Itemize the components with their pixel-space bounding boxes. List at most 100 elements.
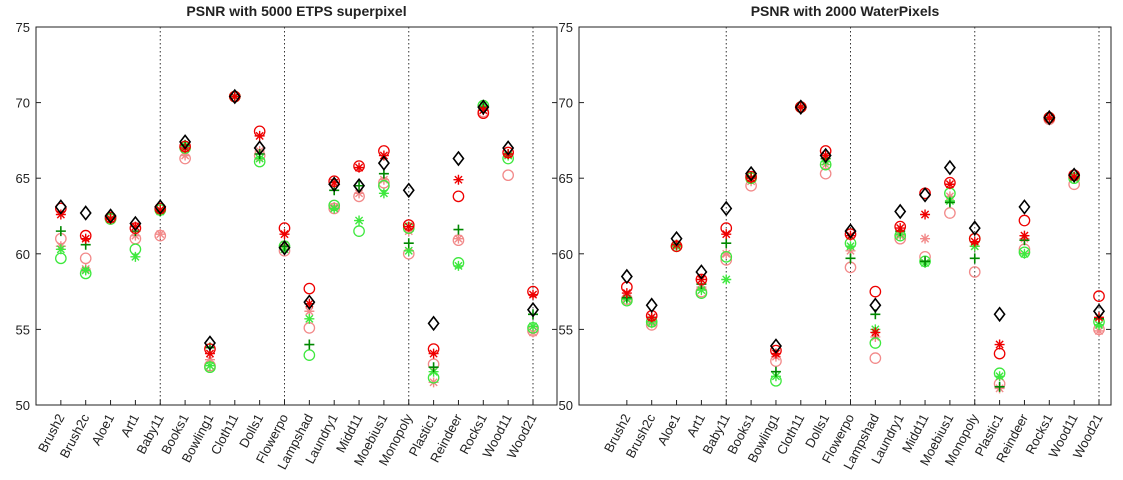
marker-star xyxy=(453,174,464,185)
marker-star xyxy=(994,339,1005,350)
marker-star xyxy=(254,130,265,141)
marker-diamond xyxy=(278,239,291,256)
marker-circle xyxy=(54,252,67,265)
y-tick-label: 75 xyxy=(16,20,30,35)
marker-star xyxy=(304,306,315,317)
marker-star xyxy=(354,215,365,226)
marker-circle xyxy=(869,337,882,349)
marker-star xyxy=(155,229,166,240)
marker-star xyxy=(453,260,464,271)
marker-diamond xyxy=(452,150,465,167)
marker-diamond xyxy=(894,203,907,220)
marker-plus xyxy=(428,362,439,373)
marker-star xyxy=(428,348,439,359)
y-tick-label: 70 xyxy=(559,96,573,111)
marker-star xyxy=(130,251,141,262)
marker-circle xyxy=(968,266,981,278)
marker-circle xyxy=(502,169,514,182)
marker-circle xyxy=(944,207,956,219)
plot-frame xyxy=(35,26,558,406)
plot-frame xyxy=(578,26,1112,406)
marker-star xyxy=(155,204,166,215)
marker-plus xyxy=(969,253,980,264)
marker-circle xyxy=(720,250,733,263)
y-tick-label: 65 xyxy=(16,171,30,186)
marker-star xyxy=(1019,230,1030,241)
marker-diamond xyxy=(328,176,341,193)
y-tick-label: 60 xyxy=(16,247,30,262)
marker-circle xyxy=(353,225,365,237)
marker-diamond xyxy=(104,208,117,224)
marker-plus xyxy=(994,381,1005,392)
marker-star xyxy=(130,221,141,232)
marker-star xyxy=(1044,112,1055,123)
y-tick-label: 75 xyxy=(559,20,573,35)
marker-star xyxy=(870,327,881,338)
marker-star xyxy=(528,289,538,300)
marker-circle xyxy=(1018,214,1031,227)
marker-star xyxy=(80,265,91,276)
marker-diamond xyxy=(228,88,241,105)
marker-star xyxy=(378,188,389,199)
marker-star xyxy=(820,150,831,161)
marker-star xyxy=(969,236,980,247)
marker-star xyxy=(1094,325,1104,336)
marker-diamond xyxy=(502,140,515,156)
marker-diamond xyxy=(1043,109,1056,126)
marker-star xyxy=(329,203,340,214)
marker-star xyxy=(204,354,215,365)
marker-star xyxy=(621,288,632,299)
y-tick-label: 70 xyxy=(16,96,30,111)
marker-diamond xyxy=(79,205,92,221)
marker-star xyxy=(696,285,707,296)
marker-star xyxy=(795,102,806,113)
marker-diamond xyxy=(54,199,67,215)
marker-star xyxy=(994,371,1005,382)
marker-star xyxy=(721,229,732,240)
marker-star xyxy=(528,321,538,332)
marker-diamond xyxy=(477,99,490,115)
marker-star xyxy=(378,174,389,185)
marker-plus xyxy=(528,309,538,320)
marker-circle xyxy=(303,322,316,334)
marker-circle xyxy=(452,190,465,203)
marker-diamond xyxy=(303,294,316,310)
marker-circle xyxy=(303,349,316,361)
marker-circle xyxy=(79,252,92,265)
marker-star xyxy=(229,91,240,102)
marker-diamond xyxy=(968,220,981,236)
marker-circle xyxy=(1093,290,1105,302)
marker-plus xyxy=(770,366,781,377)
marker-diamond xyxy=(620,268,633,285)
marker-circle xyxy=(869,285,882,298)
marker-diamond xyxy=(844,223,857,239)
marker-diamond xyxy=(670,230,683,247)
marker-star xyxy=(646,312,657,323)
marker-diamond xyxy=(1018,199,1031,215)
y-tick-label: 60 xyxy=(559,247,573,262)
marker-star xyxy=(80,233,91,244)
marker-plus xyxy=(403,238,414,249)
marker-star xyxy=(403,245,414,256)
marker-diamond xyxy=(645,297,658,314)
marker-star xyxy=(105,214,116,225)
marker-star xyxy=(1094,319,1104,330)
marker-diamond xyxy=(769,338,782,354)
marker-star xyxy=(304,298,315,309)
marker-diamond xyxy=(402,182,415,199)
y-tick-label: 55 xyxy=(16,322,30,337)
marker-circle xyxy=(695,273,708,286)
marker-diamond xyxy=(377,155,390,171)
marker-star xyxy=(1019,248,1030,259)
y-tick-label: 50 xyxy=(16,398,30,413)
marker-star xyxy=(354,162,365,173)
marker-star xyxy=(304,313,315,324)
marker-star xyxy=(845,241,856,252)
marker-star xyxy=(204,348,215,359)
x-tick-label: Art1 xyxy=(684,411,708,439)
marker-circle xyxy=(869,352,882,364)
marker-star xyxy=(453,233,464,244)
marker-diamond xyxy=(1092,303,1106,320)
marker-plus xyxy=(55,226,66,237)
